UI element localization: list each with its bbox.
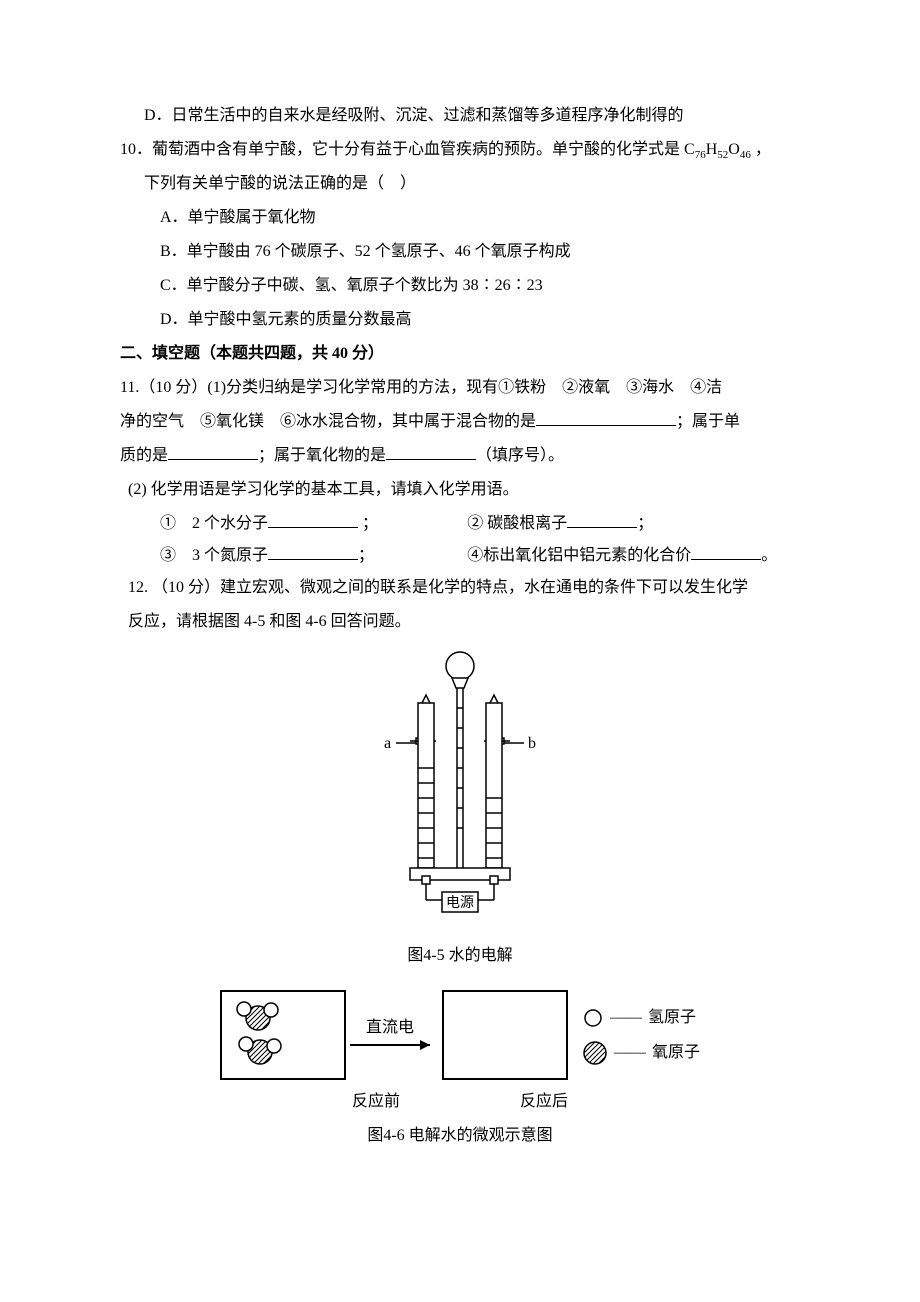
section-2-header: 二、填空题（本题共四题，共 40 分） [120,338,800,370]
q11-fill-3-tail: ； [358,547,374,564]
legend-h-label: 氢原子 [648,1000,696,1035]
q10-option-d: D．单宁酸中氢元素的质量分数最高 [120,304,800,336]
fig46-before-label: 反应前 [352,1086,400,1118]
q11-fill-3-label: ③ 3 个氮原子 [160,547,268,564]
q10-option-a: A．单宁酸属于氧化物 [120,202,800,234]
q11-line2: 净的空气 ⑤氧化镁 ⑥冰水混合物，其中属于混合物的是 ；属于单 [120,406,800,438]
q11-blank-oxide[interactable] [386,441,476,460]
q11-fill-4-label: ④标出氧化铝中铝元素的化合价 [467,547,691,564]
q10-stem-line2: 下列有关单宁酸的说法正确的是（ ） [120,168,800,200]
q11-line3: 质的是 ；属于氧化物的是 （填序号）。 [120,440,800,472]
q12-line1: 12. （10 分）建立宏观、微观之间的联系是化学的特点，水在通电的条件下可以发… [120,572,800,604]
q11-blank-element[interactable] [168,441,258,460]
q11-fill-1-blank[interactable] [268,509,358,528]
q11-blank-mixture[interactable] [536,407,676,426]
o-atom-icon [582,1040,608,1066]
fig46-after-box [442,990,568,1080]
fig46-state-labels: 反应前 反应后 [220,1086,700,1118]
q11-fill-1-tail: ； [358,515,378,532]
q11-line2b: ；属于单 [676,413,740,430]
q10-o: O [728,141,740,158]
fig45-caption: 图4-5 水的电解 [360,940,560,972]
q11-line3a: 质的是 [120,447,168,464]
h-atom-icon [582,1007,604,1029]
figures-container: a b 电源 图4-5 水的电解 [120,648,800,1152]
legend-h-atom: —— 氢原子 [582,1000,700,1035]
q11-fill-row1: ① 2 个水分子 ； ② 碳酸根离子 ； [120,508,800,540]
legend-dash-2: —— [614,1035,646,1070]
legend-o-label: 氧原子 [652,1035,700,1070]
fig46-caption: 图4-6 电解水的微观示意图 [220,1120,700,1152]
q10-subscript-52: 52 [717,149,728,161]
q10-stem-line1: 10．葡萄酒中含有单宁酸，它十分有益于心血管疾病的预防。单宁酸的化学式是 C76… [120,134,800,166]
q10-subscript-46: 46 [740,149,751,161]
q11-fill-2-blank[interactable] [567,509,637,528]
q11-line1: 11.（10 分）(1)分类归纳是学习化学常用的方法，现有①铁粉 ②液氧 ③海水… [120,372,800,404]
legend-o-atom: —— 氧原子 [582,1035,700,1070]
q11-fill-2-tail: ； [637,515,653,532]
q10-option-b: B．单宁酸由 76 个碳原子、52 个氢原子、46 个氧原子构成 [120,236,800,268]
fig45-power-label: 电源 [446,895,474,911]
fig46-legend: —— 氢原子 —— 氧原子 [582,1000,700,1070]
q10-tail: ， [751,141,771,158]
q12-line2: 反应，请根据图 4-5 和图 4-6 回答问题。 [120,606,800,638]
figure-4-6: 直流电 —— 氢原子 [220,990,700,1152]
fig45-label-b: b [528,735,536,752]
q11-fill-3-blank[interactable] [268,541,358,560]
q10-option-c: C．单宁酸分子中碳、氢、氧原子个数比为 38∶26∶23 [120,270,800,302]
q11-fill-4-tail: 。 [761,547,777,564]
q11-fill-row2: ③ 3 个氮原子 ； ④标出氧化铝中铝元素的化合价 。 [120,540,800,572]
electrolysis-apparatus-svg: a b 电源 [360,648,560,938]
q11-line3b: ；属于氧化物的是 [258,447,386,464]
fig46-dc-label: 直流电 [366,1018,414,1036]
legend-dash-1: —— [610,1000,642,1035]
fig46-after-label: 反应后 [520,1086,568,1118]
q11-line3c: （填序号）。 [476,447,564,464]
q11-fill-2-label: ② 碳酸根离子 [467,515,567,532]
q11-part2: (2) 化学用语是学习化学的基本工具，请填入化学用语。 [120,474,800,506]
fig46-before-box [220,990,346,1080]
q10-subscript-76: 76 [695,149,706,161]
q11-fill-1-label: ① 2 个水分子 [160,515,268,532]
q11-fill-4-blank[interactable] [691,541,761,560]
q10-h: H [706,141,718,158]
fig45-label-a: a [384,735,391,752]
q10-stem-text1: 10．葡萄酒中含有单宁酸，它十分有益于心血管疾病的预防。单宁酸的化学式是 C [120,141,695,158]
figure-4-5: a b 电源 图4-5 水的电解 [360,648,560,972]
q11-line2a: 净的空气 ⑤氧化镁 ⑥冰水混合物，其中属于混合物的是 [120,413,536,430]
q9-option-d: D．日常生活中的自来水是经吸附、沉淀、过滤和蒸馏等多道程序净化制得的 [120,100,800,132]
fig46-arrow: 直流电 [346,1010,442,1060]
